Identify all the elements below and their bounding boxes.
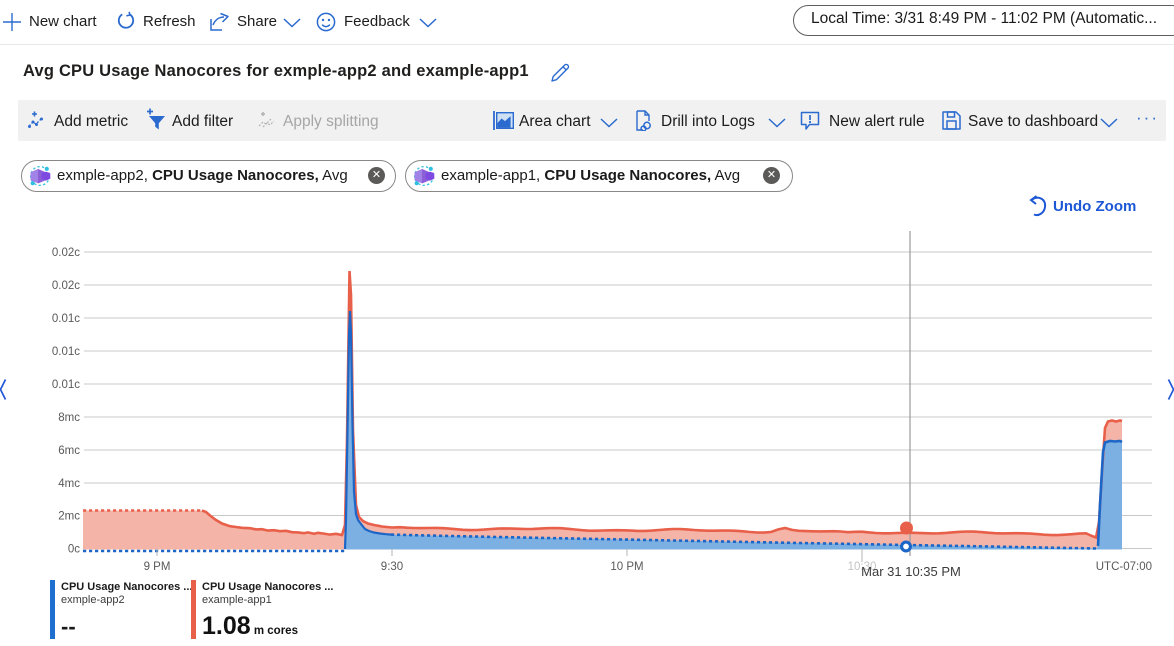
svg-text:6mc: 6mc xyxy=(58,445,80,457)
svg-text:Mar 31 10:35 PM: Mar 31 10:35 PM xyxy=(861,564,961,579)
svg-text:0.02c: 0.02c xyxy=(52,247,80,259)
svg-text:9:30: 9:30 xyxy=(381,561,403,573)
svg-text:0.01c: 0.01c xyxy=(52,313,80,325)
svg-text:0.01c: 0.01c xyxy=(52,379,80,391)
svg-text:4mc: 4mc xyxy=(58,478,80,490)
svg-text:UTC-07:00: UTC-07:00 xyxy=(1096,561,1152,573)
svg-text:8mc: 8mc xyxy=(58,412,80,424)
svg-text:0.01c: 0.01c xyxy=(52,346,80,358)
svg-text:10 PM: 10 PM xyxy=(610,561,643,573)
svg-text:0.02c: 0.02c xyxy=(52,280,80,292)
svg-text:2mc: 2mc xyxy=(58,511,80,523)
svg-text:10:30: 10:30 xyxy=(848,561,877,573)
svg-text:9 PM: 9 PM xyxy=(144,561,171,573)
svg-text:0c: 0c xyxy=(68,544,80,556)
